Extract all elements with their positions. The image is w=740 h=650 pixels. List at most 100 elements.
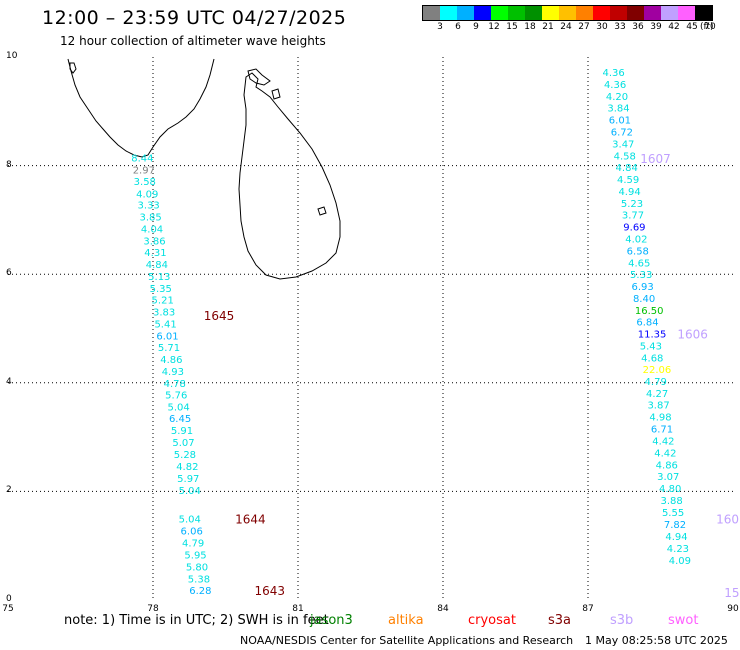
color-swatch [610,6,627,20]
x-tick-label: 84 [437,604,449,614]
wave-height-value: 6.01 [609,115,631,126]
pass-number-label: 1607 [640,152,671,166]
color-scale-bar [422,5,713,21]
wave-height-value: 5.04 [168,403,190,414]
x-tick-label: 81 [292,604,304,614]
satellite-legend-cryosat: cryosat [468,613,516,628]
wave-height-value: 6.71 [651,424,673,435]
wave-height-value: 4.42 [654,448,676,459]
color-swatch [695,6,712,20]
wave-height-value: 5.28 [174,450,196,461]
page-subtitle: 12 hour collection of altimeter wave hei… [60,34,326,48]
wave-height-value: 4.94 [618,187,640,198]
wave-height-value: 4.09 [669,556,691,567]
satellite-legend-s3a: s3a [548,613,572,628]
y-tick-label: 6 [6,268,12,279]
sri-lanka-lagoon [271,88,281,100]
wave-height-value: 4.79 [182,538,204,549]
wave-height-value: 5.13 [148,272,170,283]
color-scale-label: 70 [704,22,716,32]
wave-height-value: 6.72 [611,127,633,138]
sri-lanka-lagoon-south [317,206,327,216]
wave-height-value: 7.82 [664,520,686,531]
wave-height-value: 4.84 [616,163,638,174]
jaffna-outline [247,68,271,86]
color-swatch [474,6,491,20]
wave-height-value: 5.21 [152,296,174,307]
wave-height-value: 5.38 [188,574,210,585]
color-scale-label: 12 [488,22,500,32]
page-title: 12:00 – 23:59 UTC 04/27/2025 [42,7,347,29]
sri-lanka-coastline [238,72,341,280]
color-swatch [644,6,661,20]
color-swatch [559,6,576,20]
pass-number-label: 1606 [677,327,708,341]
footer-note: note: 1) Time is in UTC; 2) SWH is in fe… [64,613,329,628]
india-coastline [67,58,215,158]
coastline [67,58,341,280]
map-panel: 8.44 2.97 3.58 4.09 3.33 3.85 4.04 3.86 4.31 4.84… [8,57,740,600]
india-coast-islet [69,62,77,74]
wave-height-value: 4.80 [659,484,681,495]
y-tick-label: 2 [6,485,12,496]
color-scale-label: 27 [578,22,590,32]
wave-height-value: 3.88 [661,496,683,507]
wave-height-value: 5.95 [184,550,206,561]
wave-height-value: 6.84 [636,317,658,328]
color-scale-label: 18 [524,22,536,32]
wave-height-value: 6.93 [632,282,654,293]
wave-height-value: 4.93 [162,367,184,378]
wave-height-value: 8.44 [131,153,153,164]
wave-height-value: 3.07 [657,472,679,483]
wave-height-value: 4.31 [144,248,166,259]
wave-height-value: 4.27 [646,389,668,400]
wave-height-value: 3.47 [612,139,634,150]
color-scale-label: 45 [686,22,698,32]
wave-height-value: 5.55 [662,508,684,519]
color-scale-label: 42 [668,22,680,32]
wave-height-value: 3.77 [622,210,644,221]
wave-height-value: 5.23 [621,199,643,210]
wave-height-value: 4.86 [656,460,678,471]
wave-height-value: 4.79 [645,377,667,388]
wave-height-value: 5.41 [154,320,176,331]
wave-height-value: 4.20 [606,92,628,103]
wave-height-value: 5.80 [186,562,208,573]
wave-height-value: 4.58 [614,151,636,162]
pass-number-label: 1643 [255,584,286,598]
credit-line: NOAA/NESDIS Center for Satellite Applica… [240,634,574,647]
color-scale-label: 30 [596,22,608,32]
color-scale-label: 33 [614,22,626,32]
map-canvas: 8.442.973.584.093.333.854.043.864.314.84… [8,57,740,600]
wave-height-value: 4.09 [136,189,158,200]
pass-number-label: 15 [724,586,739,600]
y-tick-label: 0 [6,594,12,604]
wave-height-value: 4.42 [652,436,674,447]
satellite-legend-swot: swot [668,613,699,628]
x-tick-label: 87 [582,604,594,614]
wave-height-value: 6.01 [156,332,178,343]
wave-height-value: 6.06 [181,526,203,537]
wave-height-value: 2.97 [133,165,155,176]
y-tick-label: 8 [6,159,12,170]
wave-height-value: 4.78 [164,379,186,390]
wave-height-points: 8.442.973.584.093.333.854.043.864.314.84… [131,68,739,600]
pass-number-label: 1645 [204,309,235,323]
color-swatch [542,6,559,20]
wave-height-value: 6.58 [627,246,649,257]
wave-height-value: 4.36 [604,80,626,91]
lat-lon-grid [8,57,733,600]
y-tick-label: 4 [6,376,12,387]
wave-height-value: 8.40 [633,294,655,305]
color-scale-label: 21 [542,22,554,32]
wave-height-value: 22.06 [643,365,672,376]
wave-height-value: 5.07 [172,438,194,449]
wave-height-value: 6.28 [189,586,211,597]
wave-height-value: 4.86 [160,355,182,366]
color-swatch [525,6,542,20]
color-scale-label: 3 [437,22,443,32]
wave-height-value: 3.86 [143,237,165,248]
color-scale-label: 15 [506,22,518,32]
color-swatch [423,6,440,20]
color-scale-label: 39 [650,22,662,32]
